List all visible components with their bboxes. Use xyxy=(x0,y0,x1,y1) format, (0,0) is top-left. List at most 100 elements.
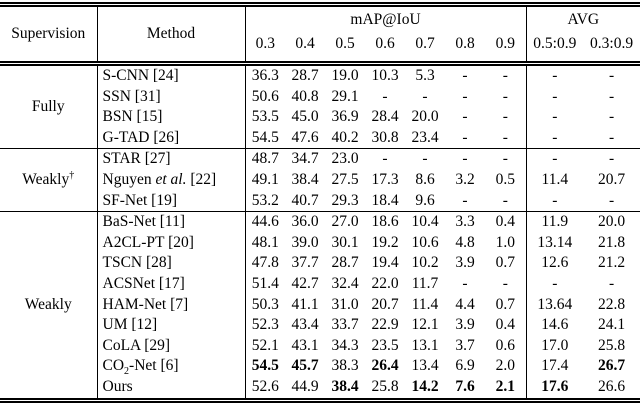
table-row: TSCN [28] 47.8 37.7 28.7 19.4 10.2 3.9 0.7 12.6 2… xyxy=(0,253,640,274)
supervision-cell: Fully xyxy=(0,63,98,149)
map-value-cell: - xyxy=(462,108,468,126)
map-value-cell: 3.9 xyxy=(455,254,475,272)
map-value-cell: - xyxy=(462,67,468,84)
method-cell: SF-Net [19] xyxy=(97,190,246,212)
map-value-cell: 36.9 xyxy=(331,108,359,126)
map-value-cell: 3.9 xyxy=(455,316,475,334)
avg-value-cell: 20.7 xyxy=(597,170,626,188)
method-cell: TSCN [28] xyxy=(97,253,246,274)
table-row: CO2-Net [6] 54.5 45.7 38.3 26.4 13.4 6.9 2.0 17.… xyxy=(0,356,640,377)
map-value-cell: 22.0 xyxy=(371,274,399,292)
avg-value-cell: 11.9 xyxy=(541,213,569,231)
method-cell: BaS-Net [11] xyxy=(97,211,246,233)
map-value-cell: 47.6 xyxy=(291,128,319,146)
map-value-cell: 39.0 xyxy=(291,233,319,251)
map-value-cell: - xyxy=(462,150,468,168)
map-value-cell: 0.7 xyxy=(485,253,527,274)
avg-value-cell: 26.6 xyxy=(597,377,626,395)
map-value-cell: 0.6 xyxy=(485,335,527,357)
map-value-cell: 25.8 xyxy=(371,377,399,395)
map-value-cell: 18.4 xyxy=(371,191,399,209)
table-header: Supervision Method mAP@IoU AVG 0.3 0.4 0.5… xyxy=(0,4,640,64)
table-row: HAM-Net [7] 50.3 41.1 31.0 20.7 11.4 4.4 0.7 13.… xyxy=(0,294,640,316)
map-value-cell: 20.7 xyxy=(371,295,399,313)
map-value-cell: 33.7 xyxy=(331,316,359,334)
map-value-cell: 50.3 xyxy=(251,295,279,313)
map-value-cell: 53.5 xyxy=(251,108,279,126)
dagger-mark: † xyxy=(69,169,75,181)
map-value-cell: 8.6 xyxy=(415,170,435,188)
map-value-cell: 10.6 xyxy=(411,233,439,251)
avg-value-cell: - xyxy=(608,128,615,146)
map-value-cell: 37.7 xyxy=(291,254,319,272)
map-value-cell: 31.0 xyxy=(331,295,359,313)
table-row: CoLA [29] 52.1 43.1 34.3 23.5 13.1 3.7 0.6 17.0 2… xyxy=(0,335,640,357)
map-value-cell: 32.4 xyxy=(331,274,359,292)
avg-value-cell: 17.4 xyxy=(541,357,569,375)
map-value-cell: 10.4 xyxy=(411,213,439,231)
avg-value-cell: - xyxy=(608,108,615,126)
avg-value-cell: - xyxy=(608,150,615,168)
map-value-cell: - xyxy=(462,274,468,292)
method-header: Method xyxy=(97,4,246,64)
avg-value-cell: 21.2 xyxy=(597,254,626,272)
avg-value-cell: 26.7 xyxy=(597,357,626,375)
map-value-cell: 4.4 xyxy=(455,295,475,313)
map-value-cell: 7.6 xyxy=(455,377,475,395)
map-value-cell: 18.6 xyxy=(371,213,399,231)
map-value-cell: 28.7 xyxy=(331,254,359,272)
map-value-cell: 23.4 xyxy=(411,128,439,146)
method-cell: CO2-Net [6] xyxy=(97,356,246,377)
map-value-cell: 38.3 xyxy=(331,357,359,375)
map-value-cell: 27.5 xyxy=(331,170,359,188)
map-value-cell: 13.4 xyxy=(411,357,439,375)
table-row: Nguyen et al. [22] 49.1 38.4 27.5 17.3 8.6 3.2… xyxy=(0,169,640,191)
map-value-cell: 4.8 xyxy=(455,233,475,251)
map-value-cell: 22.9 xyxy=(371,316,399,334)
map-value-cell: 36.3 xyxy=(251,67,279,84)
avg-value-cell: 14.6 xyxy=(541,316,569,334)
map-value-cell: 29.1 xyxy=(331,87,359,105)
header-group-row: Supervision Method mAP@IoU AVG xyxy=(0,4,640,64)
map-value-cell: - xyxy=(485,127,527,149)
avg-value-cell: 24.1 xyxy=(597,316,626,334)
map-value-cell: - xyxy=(382,87,388,105)
method-cell: CoLA [29] xyxy=(97,335,246,357)
avg-value-cell: 13.14 xyxy=(537,233,573,251)
table-row: Weakly† STAR [27] 48.7 34.7 23.0- - - - - - xyxy=(0,148,640,212)
method-cell: G-TAD [26] xyxy=(97,127,246,149)
table-row: A2CL-PT [20] 48.1 39.0 30.1 19.2 10.6 4.8 1.0 13… xyxy=(0,232,640,254)
method-cell: UM [12] xyxy=(97,315,246,336)
method-cell: Ours xyxy=(97,376,246,400)
map-value-cell: 11.7 xyxy=(411,274,439,292)
map-value-cell: 36.0 xyxy=(291,213,319,231)
map-value-cell: 3.7 xyxy=(455,336,475,354)
avg-value-cell: - xyxy=(608,67,615,84)
map-value-cell: - xyxy=(462,128,468,146)
map-value-cell: 19.0 xyxy=(331,67,359,84)
avg-value-cell: 13.64 xyxy=(537,295,573,313)
avg-value-cell: - xyxy=(608,191,615,209)
map-value-cell: 41.1 xyxy=(291,295,319,313)
map-value-cell: 14.2 xyxy=(411,377,439,395)
avg-value-cell: - xyxy=(552,150,558,168)
table-row: ACSNet [17] 51.4 42.7 32.4 22.0 11.7- - - - xyxy=(0,273,640,295)
map-value-cell: 10.3 xyxy=(371,67,399,84)
map-value-cell: 51.4 xyxy=(251,274,279,292)
map-value-cell: 45.7 xyxy=(291,357,319,375)
map-value-cell: - xyxy=(422,87,428,105)
map-value-cell: 40.2 xyxy=(331,128,359,146)
table-row: G-TAD [26] 54.5 47.6 40.2 30.8 23.4- - - - xyxy=(0,127,640,149)
avg-value-cell: - xyxy=(608,274,615,292)
map-value-cell: 30.8 xyxy=(371,128,399,146)
map-value-cell: 42.7 xyxy=(291,274,319,292)
map-value-cell: 52.6 xyxy=(251,377,279,395)
table-row: Ours 52.6 44.9 38.4 25.8 14.2 7.6 2.1 17.6 26.6 xyxy=(0,376,640,400)
map-value-cell: - xyxy=(382,150,388,168)
map-value-cell: 50.6 xyxy=(251,87,279,105)
iou-threshold-tick: 0.5 xyxy=(335,35,355,52)
method-cell: SSN [31] xyxy=(97,86,246,108)
table-row: SF-Net [19] 53.2 40.7 29.3 18.4 9.6- - - - xyxy=(0,190,640,212)
map-value-cell: 0.7 xyxy=(485,294,527,316)
